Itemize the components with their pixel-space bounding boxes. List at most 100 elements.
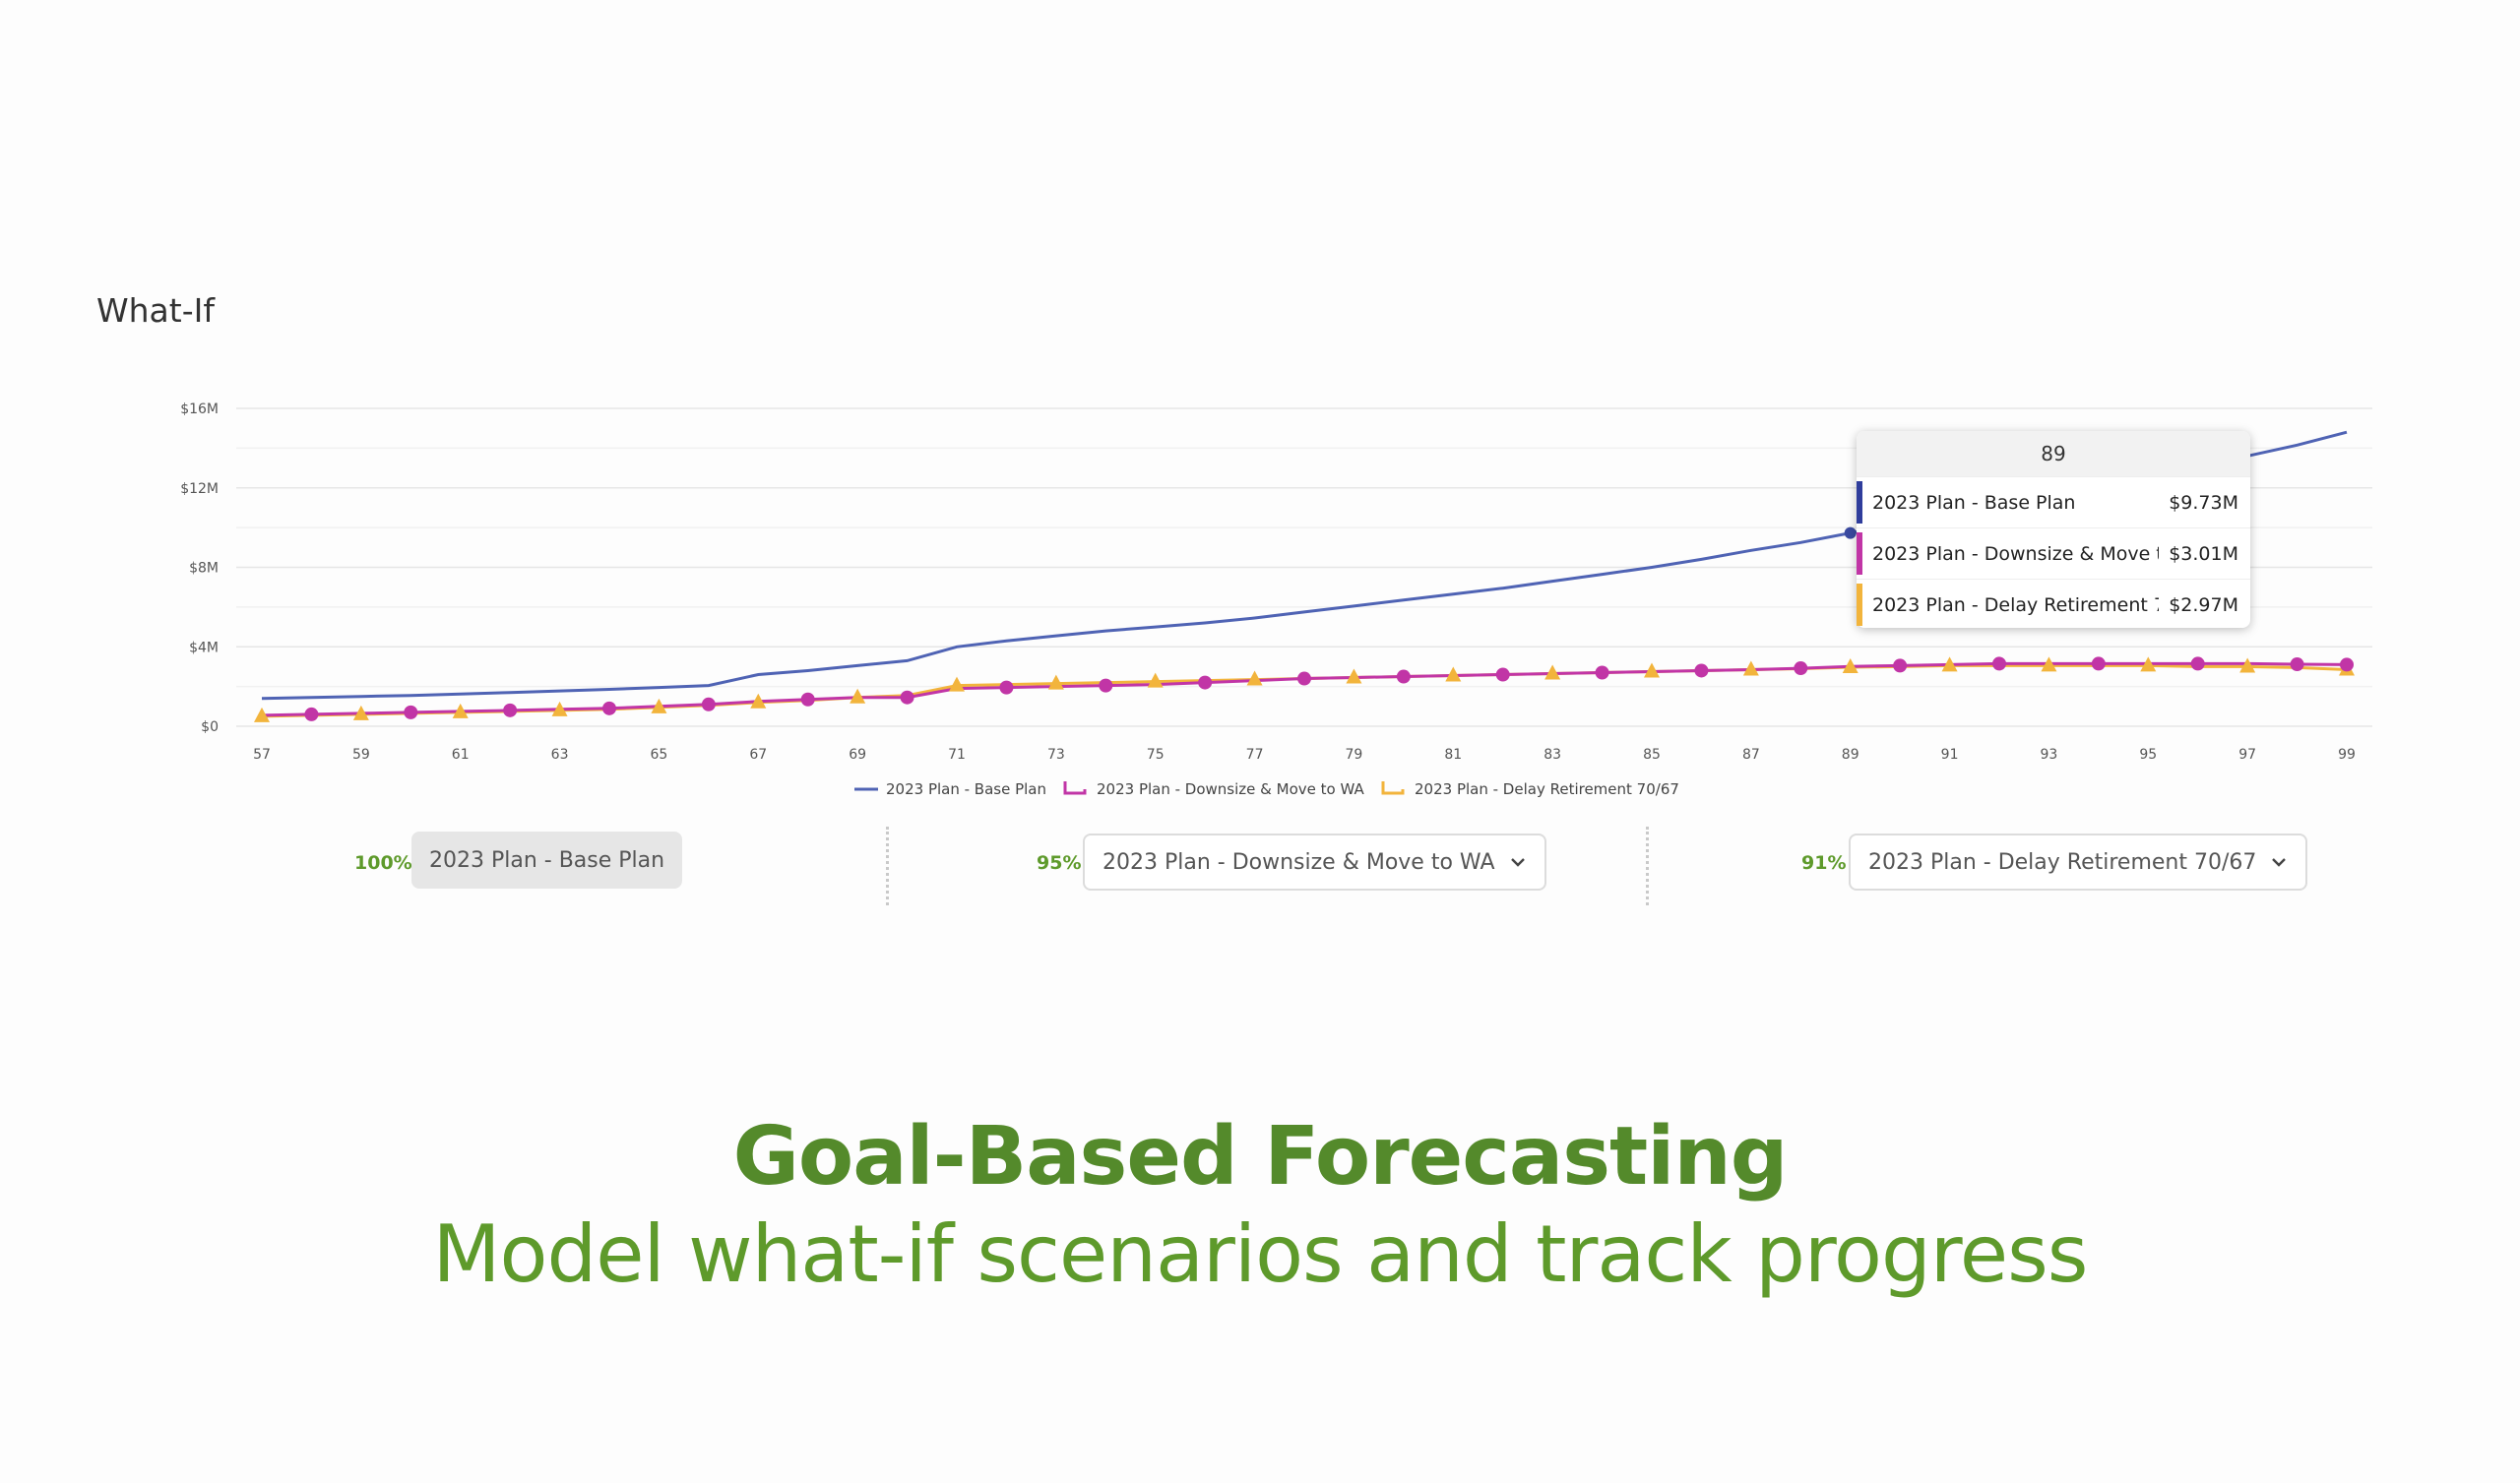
- data-point-triangle: [352, 705, 369, 720]
- data-point-circle: [1099, 678, 1113, 693]
- tooltip-series-name: 2023 Plan - Base Plan: [1872, 491, 2076, 514]
- data-point-circle: [1694, 663, 1709, 678]
- data-point-triangle: [254, 707, 270, 722]
- x-tick-label: 91: [1941, 747, 1959, 763]
- tooltip-x-label: 89: [1857, 431, 2250, 476]
- legend-label: 2023 Plan - Base Plan: [886, 780, 1046, 798]
- data-point-circle: [304, 707, 319, 721]
- x-tick-label: 79: [1346, 747, 1363, 763]
- tooltip-row: 2023 Plan - Downsize & Move t... $3.01M: [1857, 527, 2250, 579]
- legend-swatch: [1063, 781, 1087, 795]
- x-tick-label: 65: [651, 747, 668, 763]
- data-point-circle: [2340, 657, 2354, 672]
- data-point-triangle: [2239, 657, 2256, 673]
- x-tick-label: 97: [2238, 747, 2256, 763]
- data-point-circle: [1893, 658, 1908, 673]
- x-tick-label: 93: [2041, 747, 2058, 763]
- x-tick-label: 83: [1544, 747, 1561, 763]
- data-point-circle: [1595, 665, 1609, 680]
- tooltip-series-name: 2023 Plan - Delay Retirement 7...: [1872, 593, 2160, 616]
- chevron-down-icon: [1510, 858, 1525, 867]
- data-point-triangle: [1544, 664, 1561, 680]
- what-if-line-chart: $0 $4M $8M $12M $16M 57 59 61 63 65 67 69 71 73 75 77 7…: [180, 402, 2372, 798]
- data-point-triangle: [452, 703, 469, 718]
- tooltip-row: 2023 Plan - Delay Retirement 7... $2.97M: [1857, 579, 2250, 630]
- data-point-circle: [1297, 671, 1311, 686]
- plan-button-base[interactable]: 2023 Plan - Base Plan: [411, 832, 683, 889]
- y-tick-label: $4M: [189, 640, 219, 655]
- headline: Goal-Based Forecasting: [732, 1110, 1789, 1204]
- selector-divider: [1646, 827, 1649, 905]
- tooltip-color-bar: [1857, 584, 1862, 626]
- data-point-hover: [1844, 526, 1857, 539]
- plan-select-delay[interactable]: 2023 Plan - Delay Retirement 70/67: [1849, 834, 2308, 891]
- data-point-triangle: [2041, 656, 2057, 672]
- y-tick-label: $12M: [180, 481, 219, 497]
- data-point-triangle: [551, 701, 568, 716]
- data-point-triangle: [2140, 656, 2157, 672]
- legend-swatch: [1381, 781, 1405, 795]
- data-point-circle: [1495, 667, 1510, 682]
- data-point-circle: [1198, 675, 1213, 690]
- x-tick-label: 71: [948, 747, 966, 763]
- data-point-triangle: [1246, 670, 1263, 686]
- x-tick-label: 85: [1643, 747, 1661, 763]
- legend-label: 2023 Plan - Delay Retirement 70/67: [1415, 780, 1679, 798]
- data-point-triangle: [1346, 668, 1362, 684]
- data-point-circle: [1992, 656, 2006, 671]
- data-point-circle: [503, 703, 518, 717]
- section-title: What-If: [96, 291, 215, 330]
- plan-score-delay: 91%: [1801, 852, 1847, 874]
- x-tick-label: 67: [749, 747, 767, 763]
- y-tick-label: $8M: [189, 561, 219, 577]
- data-point-triangle: [1941, 656, 1958, 672]
- x-tick-label: 77: [1246, 747, 1264, 763]
- tooltip-row: 2023 Plan - Base Plan $9.73M: [1857, 476, 2250, 527]
- plan-label: 2023 Plan - Delay Retirement 70/67: [1868, 849, 2257, 875]
- data-point-triangle: [1445, 666, 1462, 682]
- x-tick-label: 81: [1444, 747, 1462, 763]
- tooltip-color-bar: [1857, 532, 1862, 575]
- data-point-circle: [2091, 656, 2106, 671]
- data-point-triangle: [949, 676, 965, 692]
- x-tick-label: 75: [1147, 747, 1165, 763]
- x-tick-label: 73: [1047, 747, 1065, 763]
- x-tick-label: 99: [2338, 747, 2356, 763]
- data-point-circle: [999, 680, 1014, 695]
- y-tick-label: $0: [201, 719, 219, 735]
- tooltip-color-bar: [1857, 481, 1862, 524]
- tooltip-series-name: 2023 Plan - Downsize & Move t...: [1872, 542, 2160, 565]
- data-point-triangle: [750, 693, 767, 709]
- chevron-down-icon: [2272, 858, 2287, 867]
- data-point-circle: [2190, 656, 2205, 671]
- data-point-triangle: [1047, 674, 1064, 690]
- x-tick-label: 95: [2139, 747, 2157, 763]
- data-point-circle: [1396, 669, 1411, 684]
- data-point-circle: [800, 692, 815, 707]
- y-tick-label: $16M: [180, 402, 219, 417]
- x-tick-label: 87: [1742, 747, 1760, 763]
- data-point-triangle: [651, 698, 667, 713]
- tooltip-series-value: $2.97M: [2169, 593, 2238, 616]
- x-tick-label: 89: [1842, 747, 1859, 763]
- selector-divider: [886, 827, 889, 905]
- x-tick-label: 69: [849, 747, 866, 763]
- x-tick-label: 57: [253, 747, 271, 763]
- tooltip-series-value: $3.01M: [2169, 542, 2238, 565]
- plan-select-downsize[interactable]: 2023 Plan - Downsize & Move to WA: [1083, 834, 1546, 891]
- data-point-circle: [2290, 657, 2304, 672]
- plan-score-base: 100%: [354, 852, 412, 874]
- x-tick-label: 59: [352, 747, 370, 763]
- plan-label: 2023 Plan - Downsize & Move to WA: [1102, 849, 1495, 875]
- data-point-circle: [404, 705, 418, 719]
- data-point-triangle: [1842, 658, 1858, 674]
- data-point-circle: [602, 701, 616, 715]
- data-point-triangle: [1147, 672, 1164, 688]
- data-point-circle: [900, 690, 914, 705]
- x-tick-label: 63: [551, 747, 569, 763]
- data-point-triangle: [850, 688, 866, 704]
- legend-label: 2023 Plan - Downsize & Move to WA: [1097, 780, 1364, 798]
- subheadline: Model what-if scenarios and track progre…: [432, 1208, 2089, 1300]
- data-point-triangle: [1742, 660, 1759, 676]
- plan-score-downsize: 95%: [1037, 852, 1082, 874]
